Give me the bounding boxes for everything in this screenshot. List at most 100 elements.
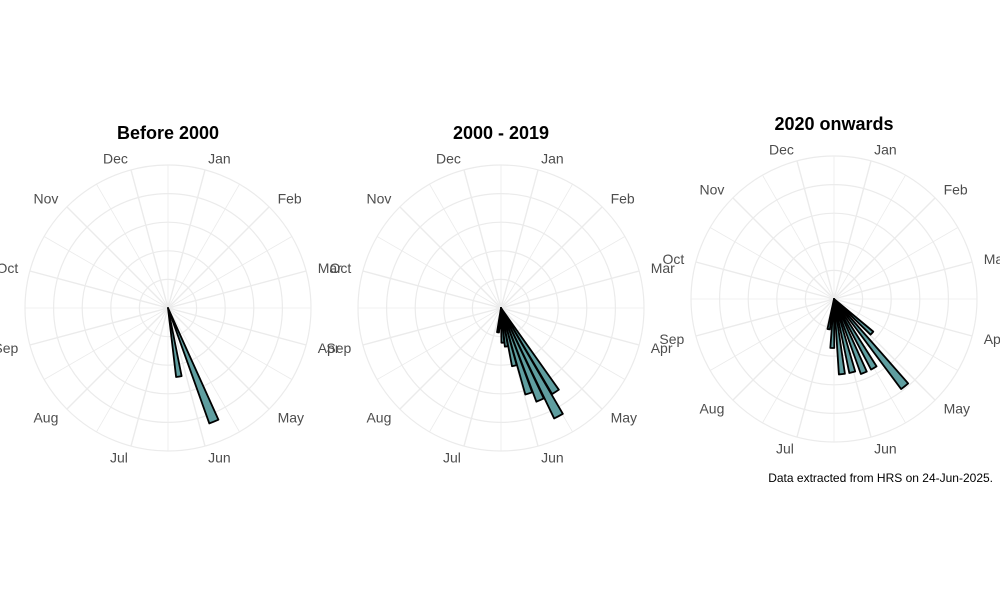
grid-spoke-minor: [167, 236, 293, 309]
month-label-feb: Feb: [278, 190, 302, 206]
month-label-sep: Sep: [326, 340, 351, 356]
month-label-aug: Aug: [366, 410, 391, 426]
month-label-feb: Feb: [611, 190, 635, 206]
grid-spoke-minor: [833, 227, 959, 300]
month-label-apr: Apr: [984, 331, 1000, 347]
month-label-sep: Sep: [659, 331, 684, 347]
polar-bar: [833, 298, 910, 390]
polar-bar: [500, 307, 545, 403]
grid-spoke-minor: [762, 298, 835, 424]
grid-spoke-major: [463, 307, 502, 447]
polar-bar: [833, 298, 857, 374]
grid-spoke-major: [732, 197, 835, 300]
month-label-jul: Jul: [110, 450, 128, 466]
month-label-aug: Aug: [699, 401, 724, 417]
polar-bar: [500, 307, 518, 368]
grid-spoke-minor: [167, 307, 293, 380]
polar-bar: [167, 307, 220, 425]
grid-spoke-major: [167, 307, 307, 346]
grid-spoke-major: [833, 298, 973, 337]
grid-spoke-major: [130, 307, 169, 447]
grid-spoke-major: [167, 307, 270, 410]
month-label-dec: Dec: [436, 150, 461, 166]
polar-bar: [833, 298, 868, 375]
grid-spoke-minor: [500, 236, 626, 309]
polar-bar: [833, 298, 846, 376]
panel-title: 2000 - 2019: [453, 123, 549, 143]
grid-spoke-major: [399, 307, 502, 410]
grid-spoke-minor: [833, 174, 906, 300]
grid-spoke-major: [833, 160, 872, 300]
grid-spoke-major: [167, 169, 206, 309]
grid-spoke-major: [500, 169, 539, 309]
grid-spoke-major: [796, 298, 835, 438]
month-label-mar: Mar: [651, 260, 675, 276]
grid-spoke-minor: [43, 236, 169, 309]
grid-spoke-major: [695, 261, 835, 300]
grid-spoke-major: [796, 160, 835, 300]
month-label-dec: Dec: [769, 141, 794, 157]
month-label-jul: Jul: [776, 441, 794, 457]
polar-bar: [833, 298, 878, 371]
month-label-jan: Jan: [541, 150, 564, 166]
polar-bar: [829, 298, 836, 349]
polar-bar: [496, 307, 502, 334]
grid-spoke-major: [833, 261, 973, 300]
month-label-sep: Sep: [0, 340, 18, 356]
month-label-oct: Oct: [0, 260, 18, 276]
grid-spoke-minor: [167, 307, 240, 433]
grid-spoke-major: [500, 270, 640, 309]
grid-spoke-minor: [167, 183, 240, 309]
month-label-may: May: [611, 410, 637, 426]
grid-spoke-major: [362, 270, 502, 309]
grid-spoke-major: [732, 298, 835, 401]
panel-2020-onwards: 2020 onwards Jan Feb Mar Apr May Jun Jul Aug Sep…: [659, 114, 1000, 457]
month-label-nov: Nov: [33, 190, 58, 206]
month-label-nov: Nov: [699, 181, 724, 197]
month-label-dec: Dec: [103, 150, 128, 166]
polar-bar: [826, 298, 835, 331]
month-label-may: May: [944, 401, 970, 417]
grid-spoke-minor: [833, 298, 959, 371]
grid-spoke-minor: [376, 236, 502, 309]
grid-spoke-minor: [96, 183, 169, 309]
polar-bar: [500, 307, 564, 420]
grid-spoke-major: [66, 307, 169, 410]
month-label-jan: Jan: [208, 150, 231, 166]
grid-spoke-major: [130, 169, 169, 309]
grid-spoke-minor: [709, 298, 835, 371]
grid-spoke-major: [167, 307, 206, 447]
grid-spoke-major: [399, 206, 502, 309]
month-label-feb: Feb: [944, 181, 968, 197]
grid-spoke-major: [167, 270, 307, 309]
month-label-jun: Jun: [541, 450, 564, 466]
month-label-may: May: [278, 410, 304, 426]
grid-spoke-major: [500, 307, 603, 410]
month-label-jan: Jan: [874, 141, 897, 157]
grid-spoke-minor: [500, 307, 626, 380]
grid-spoke-major: [500, 307, 640, 346]
grid-spoke-minor: [96, 307, 169, 433]
grid-spoke-minor: [376, 307, 502, 380]
month-label-oct: Oct: [330, 260, 352, 276]
panel-title: 2020 onwards: [774, 114, 893, 134]
month-label-oct: Oct: [663, 251, 685, 267]
grid-spoke-major: [167, 206, 270, 309]
grid-spoke-minor: [762, 174, 835, 300]
grid-spoke-major: [29, 270, 169, 309]
grid-spoke-major: [66, 206, 169, 309]
month-label-apr: Apr: [651, 340, 673, 356]
panel-2000-2019: 2000 - 2019 Jan Feb Mar Apr May Jun Jul Aug Sep O…: [326, 123, 675, 466]
grid-spoke-minor: [429, 183, 502, 309]
grid-spoke-major: [29, 307, 169, 346]
month-label-jul: Jul: [443, 450, 461, 466]
grid-spoke-major: [500, 206, 603, 309]
polar-bar: [167, 307, 183, 378]
month-label-apr: Apr: [318, 340, 340, 356]
grid-spoke-major: [695, 298, 835, 337]
grid-spoke-minor: [429, 307, 502, 433]
month-label-nov: Nov: [366, 190, 391, 206]
polar-bar: [833, 298, 875, 336]
month-label-mar: Mar: [318, 260, 342, 276]
grid-spoke-minor: [500, 183, 573, 309]
